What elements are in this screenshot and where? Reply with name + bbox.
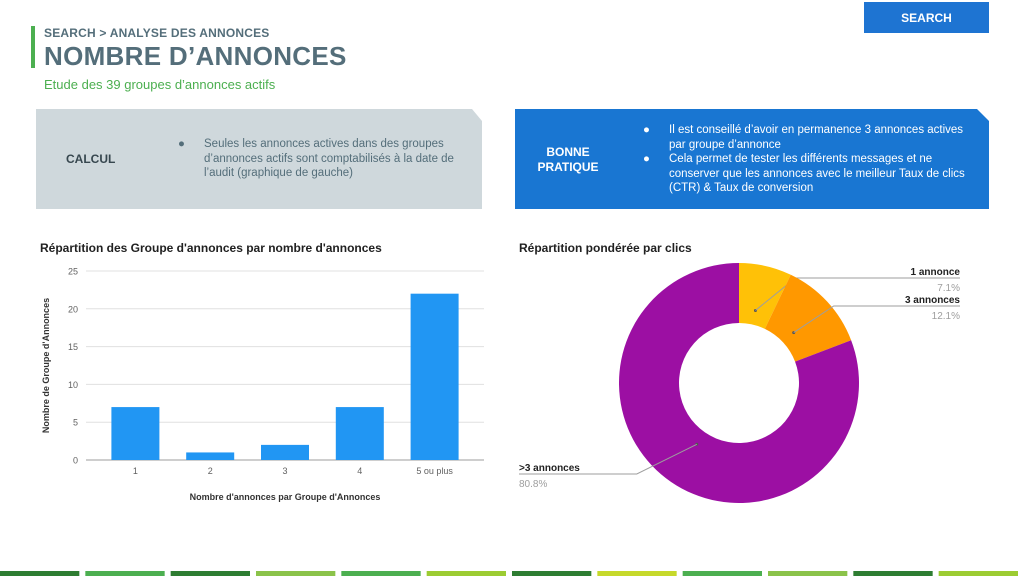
bar <box>335 407 384 460</box>
x-axis-label: Nombre d'annonces par Groupe d'Annonces <box>190 492 381 502</box>
page-title: NOMBRE D’ANNONCES <box>44 41 347 71</box>
bullet-dot-icon: ● <box>178 138 185 150</box>
title-accent-bar <box>31 26 35 68</box>
bar-chart-title: Répartition des Groupe d'annonces par no… <box>40 241 382 255</box>
x-tick-label: 4 <box>357 466 362 476</box>
donut-slice <box>619 263 859 504</box>
leader-line <box>793 305 960 333</box>
bullet-dot-icon: ● <box>643 124 650 136</box>
footer-segment <box>768 571 848 576</box>
y-axis-label: Nombre de Groupe d'Annonces <box>41 298 51 433</box>
footer-segment <box>341 571 421 576</box>
best-bullet: ● Cela permet de tester les différents m… <box>643 152 973 196</box>
y-tick-label: 10 <box>68 380 78 390</box>
y-tick-label: 20 <box>68 304 78 314</box>
search-badge[interactable]: SEARCH <box>864 2 989 33</box>
bar <box>111 407 160 460</box>
slice-percent-label: 7.1% <box>937 283 960 294</box>
footer-segment <box>597 571 677 576</box>
footer-segment <box>0 571 80 576</box>
slice-percent-label: 80.8% <box>519 479 547 490</box>
best-bullet-text: Cela permet de tester les différents mes… <box>669 153 965 194</box>
donut-slice <box>739 263 791 329</box>
donut-chart-title: Répartition pondérée par clics <box>519 241 692 255</box>
calc-panel-body: ● Seules les annonces actives dans des g… <box>178 137 468 181</box>
best-practice-body: ● Il est conseillé d’avoir en permanence… <box>643 123 973 196</box>
slice-label: >3 annonces <box>519 463 580 474</box>
best-practice-label: BONNE PRATIQUE <box>537 145 599 174</box>
y-tick-label: 0 <box>73 456 78 466</box>
slice-percent-label: 12.1% <box>932 311 960 322</box>
x-tick-label: 2 <box>208 466 213 476</box>
best-bullet-text: Il est conseillé d’avoir en permanence 3… <box>669 124 964 151</box>
calc-bullet: ● Seules les annonces actives dans des g… <box>178 137 468 181</box>
bullet-dot-icon: ● <box>643 153 650 165</box>
bar <box>261 444 309 460</box>
footer-segment <box>170 571 250 576</box>
calc-panel-label: CALCUL <box>66 152 116 166</box>
footer-segment <box>426 571 506 576</box>
y-tick-label: 5 <box>73 418 78 428</box>
best-practice-panel: BONNE PRATIQUE ● Il est conseillé d’avoi… <box>515 109 989 209</box>
y-tick-label: 25 <box>68 267 78 277</box>
footer-segment <box>853 571 933 576</box>
slice-label: 3 annonces <box>905 295 960 306</box>
slice-label: 1 annonce <box>911 267 961 278</box>
footer-segment <box>512 571 592 576</box>
footer-segment <box>256 571 336 576</box>
page-subtitle: Etude des 39 groupes d’annonces actifs <box>44 77 276 92</box>
footer-segment <box>85 571 165 576</box>
footer-segment <box>682 571 762 576</box>
x-tick-label: 5 ou plus <box>416 466 453 476</box>
y-tick-label: 15 <box>68 342 78 352</box>
footer-segment <box>938 571 1018 576</box>
best-bullet: ● Il est conseillé d’avoir en permanence… <box>643 123 973 152</box>
bar <box>186 452 235 460</box>
breadcrumb: SEARCH > ANALYSE DES ANNONCES <box>44 26 270 40</box>
calc-bullet-text: Seules les annonces actives dans des gro… <box>204 138 454 179</box>
donut-slice <box>764 274 852 362</box>
leader-line <box>519 443 698 475</box>
x-tick-label: 3 <box>282 466 287 476</box>
x-tick-label: 1 <box>133 466 138 476</box>
bar <box>410 293 459 460</box>
calc-panel: CALCUL ● Seules les annonces actives dan… <box>36 109 482 209</box>
